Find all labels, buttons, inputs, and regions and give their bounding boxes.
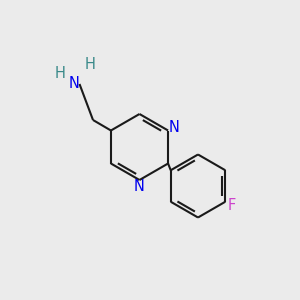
Text: H: H: [85, 57, 95, 72]
Text: N: N: [168, 120, 179, 135]
Text: H: H: [55, 66, 65, 81]
Text: F: F: [228, 198, 236, 213]
Text: N: N: [134, 179, 145, 194]
Text: N: N: [69, 76, 80, 92]
